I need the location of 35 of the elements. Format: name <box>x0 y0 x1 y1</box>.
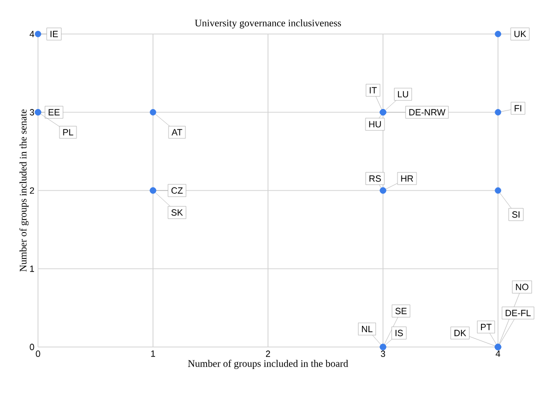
y-tick-label: 2 <box>30 187 34 194</box>
annotation: HU <box>369 121 381 128</box>
annotation: CZ <box>171 187 183 194</box>
y-tick-label: 0 <box>30 344 34 350</box>
annotation: LU <box>398 91 408 98</box>
annotation: IS <box>396 330 403 336</box>
y-axis-title: Number of groups included in the senate <box>19 109 29 272</box>
annotation: SI <box>512 211 520 218</box>
x-tick-label: 2 <box>266 350 270 357</box>
y-tick-label: 3 <box>30 109 34 116</box>
annotation: FI <box>514 105 522 112</box>
annotation: NL <box>362 326 372 332</box>
x-tick-label: 3 <box>380 350 386 357</box>
y-tick-label: 4 <box>30 30 34 38</box>
x-tick-label: 0 <box>36 350 40 357</box>
x-tick-label: 1 <box>151 350 156 357</box>
annotation: IE <box>50 30 58 38</box>
annotation: SE <box>395 308 407 314</box>
x-tick-label: 4 <box>496 350 500 357</box>
annotation: UK <box>514 30 526 38</box>
chart-title: University governance inclusiveness <box>194 19 341 28</box>
annotation: AT <box>172 129 182 136</box>
annotation: DE-FL <box>506 310 531 316</box>
x-axis-title: Number of groups included in the board <box>188 360 348 369</box>
annotation: NO <box>516 284 528 290</box>
annotation: HR <box>401 175 414 182</box>
y-tick-label: 1 <box>30 266 34 272</box>
annotation: PT <box>480 324 492 330</box>
annotation: PL <box>63 129 74 136</box>
annotation: DE-NRW <box>409 109 446 116</box>
annotation: SK <box>171 209 183 216</box>
annotation: EE <box>48 109 60 116</box>
annotation: RS <box>369 175 381 182</box>
annotation: DK <box>454 330 466 336</box>
annotation: IT <box>370 87 377 94</box>
